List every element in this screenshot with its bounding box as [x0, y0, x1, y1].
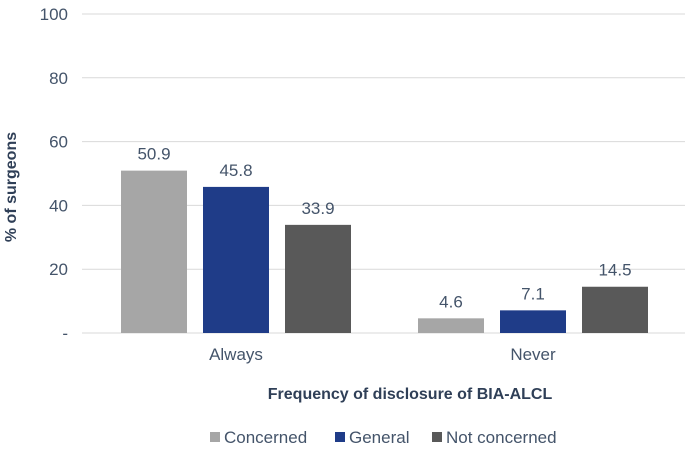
bar-concerned-never [418, 318, 484, 333]
bars [121, 170, 648, 333]
bar-general-always [203, 186, 269, 333]
legend-item-general: General [335, 428, 409, 447]
legend-swatch [210, 432, 220, 442]
x-category-label: Always [209, 345, 263, 364]
legend-label: General [349, 428, 409, 447]
legend-label: Concerned [224, 428, 307, 447]
data-label: 33.9 [301, 199, 334, 218]
data-label: 50.9 [137, 145, 170, 164]
legend-item-concerned: Concerned [210, 428, 307, 447]
bar-not-concerned-always [285, 224, 351, 333]
data-labels: 50.9 45.8 33.9 4.6 7.1 14.5 [137, 145, 631, 312]
legend-swatch [432, 432, 442, 442]
legend-swatch [335, 432, 345, 442]
y-axis-ticks: - 20 40 60 80 100 [40, 5, 68, 343]
bar-general-never [500, 310, 566, 333]
legend-item-not-concerned: Not concerned [432, 428, 557, 447]
bar-concerned-always [121, 170, 187, 333]
data-label: 14.5 [598, 261, 631, 280]
data-label: 7.1 [521, 284, 545, 303]
data-label: 45.8 [219, 161, 252, 180]
data-label: 4.6 [439, 292, 463, 311]
legend: Concerned General Not concerned [210, 428, 557, 447]
y-tick-label: 60 [49, 133, 68, 152]
x-axis-title: Frequency of disclosure of BIA-ALCL [268, 386, 553, 403]
y-tick-label: - [62, 324, 68, 343]
y-tick-label: 40 [49, 196, 68, 215]
x-category-label: Never [510, 345, 556, 364]
y-tick-label: 100 [40, 5, 68, 24]
y-tick-label: 80 [49, 69, 68, 88]
y-axis-title: % of surgeons [3, 132, 20, 242]
legend-label: Not concerned [446, 428, 557, 447]
bar-not-concerned-never [582, 286, 648, 333]
x-axis-categories: Always Never [209, 345, 556, 364]
y-tick-label: 20 [49, 260, 68, 279]
